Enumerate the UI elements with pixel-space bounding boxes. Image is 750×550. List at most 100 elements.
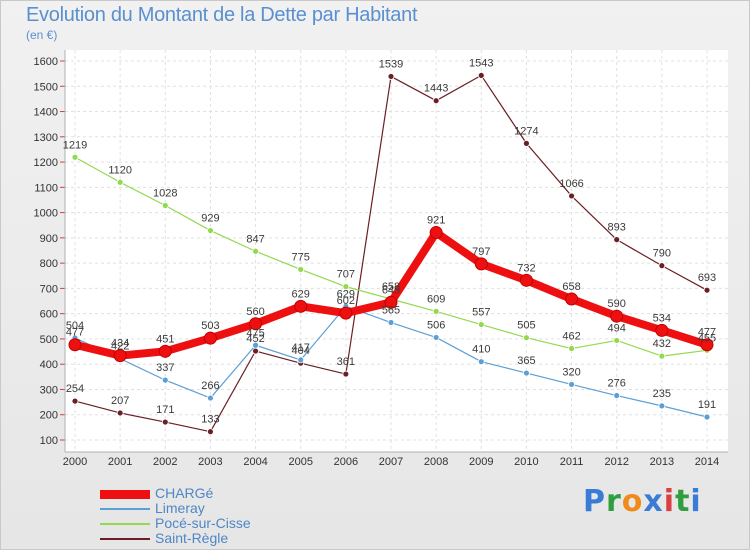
data-label-poce-sur-cisse: 1120 [108,164,132,176]
data-point-saint-regle [477,72,485,79]
data-label-poce-sur-cisse: 1028 [153,188,177,200]
data-label-poce-sur-cisse: 1219 [63,139,87,151]
data-label-poce-sur-cisse: 505 [517,320,535,332]
data-point-limeray [207,394,214,402]
data-label-charge: 797 [472,246,490,258]
data-label-saint-regle: 693 [698,272,716,284]
data-point-limeray [703,413,711,421]
legend-swatch [100,523,150,525]
data-point-limeray [252,341,259,349]
data-label-saint-regle: 893 [608,222,626,234]
brand-letter: r [606,484,622,519]
data-label-limeray: 504 [66,320,84,332]
data-label-charge: 629 [292,288,310,300]
data-point-poce-sur-cisse [523,334,530,342]
data-point-charge [249,317,263,331]
x-tick-label: 2000 [63,456,87,468]
data-label-poce-sur-cisse: 929 [201,213,219,225]
x-tick-label: 2007 [379,456,403,468]
data-label-saint-regle: 1543 [469,57,493,69]
data-point-charge [68,338,82,352]
data-label-saint-regle: 171 [156,404,174,416]
data-label-poce-sur-cisse: 432 [653,338,671,350]
data-label-limeray: 565 [382,305,400,317]
data-label-poce-sur-cisse: 658 [382,281,400,293]
x-tick-label: 2013 [650,456,674,468]
data-point-poce-sur-cisse [207,227,214,234]
data-point-poce-sur-cisse [432,307,440,315]
y-tick-label: 700 [40,283,58,295]
data-point-saint-regle [613,236,621,244]
x-tick-label: 2005 [288,456,312,468]
data-point-charge [294,299,308,313]
x-tick-label: 2006 [334,456,358,468]
data-point-poce-sur-cisse [658,352,666,360]
y-tick-label: 1100 [34,182,58,194]
x-tick-label: 2009 [469,456,493,468]
data-point-charge [203,331,217,345]
data-label-poce-sur-cisse: 609 [427,293,445,305]
x-tick-label: 2001 [108,456,132,468]
data-label-poce-sur-cisse: 707 [337,269,355,281]
x-tick-label: 2002 [153,456,177,468]
data-point-charge [113,349,127,363]
data-label-limeray: 266 [201,380,219,392]
data-point-limeray [477,358,485,366]
plot-area [65,50,728,452]
data-label-saint-regle: 790 [653,248,671,260]
data-point-limeray [161,376,169,384]
data-point-limeray [523,369,530,377]
chart-title: Evolution du Montant de la Dette par Hab… [26,4,418,26]
data-point-saint-regle [703,286,711,294]
data-label-charge: 503 [201,320,219,332]
y-tick-label: 1600 [34,56,58,68]
legend-item: CHARGé [100,485,320,502]
legend-item: Saint-Règle [100,530,320,547]
y-tick-label: 1400 [34,107,58,119]
legend-label: Limeray [155,500,205,516]
y-tick-label: 1000 [34,208,58,220]
data-point-charge [158,344,172,358]
data-point-saint-regle [342,370,350,378]
x-tick-label: 2011 [560,456,584,468]
data-point-poce-sur-cisse [568,345,575,352]
data-label-saint-regle: 1274 [514,125,538,137]
x-tick-label: 2014 [695,456,719,468]
data-label-limeray: 235 [653,388,671,400]
data-point-limeray [658,402,666,410]
chart-subtitle: (en €) [26,28,58,42]
data-point-poce-sur-cisse [477,321,485,328]
data-point-limeray [613,392,621,399]
data-point-poce-sur-cisse [342,283,350,291]
data-point-saint-regle [387,73,395,80]
brand-letter: t [675,484,691,519]
data-label-charge: 477 [66,327,84,339]
data-label-saint-regle: 207 [111,395,129,407]
data-label-limeray: 629 [337,288,355,300]
data-label-poce-sur-cisse: 494 [608,322,626,334]
data-label-charge: 590 [608,298,626,310]
data-label-poce-sur-cisse: 775 [292,251,310,263]
x-tick-label: 2010 [514,456,538,468]
data-label-saint-regle: 1066 [559,178,583,190]
data-label-charge: 534 [653,312,671,324]
y-tick-label: 500 [40,334,58,346]
brand-letter: i [690,484,702,519]
data-point-charge [429,226,443,240]
data-label-limeray: 506 [427,319,445,331]
legend-label: CHARGé [155,485,214,501]
data-point-limeray [297,356,305,364]
data-point-saint-regle [432,97,440,105]
data-point-poce-sur-cisse [613,337,621,344]
data-point-saint-regle [658,262,666,270]
data-point-poce-sur-cisse [252,247,259,255]
brand-logo: Proxiti [583,484,702,519]
x-tick-label: 2003 [198,456,222,468]
data-label-poce-sur-cisse: 462 [562,331,580,343]
data-point-poce-sur-cisse [116,178,124,186]
data-point-charge [384,295,398,309]
legend-label: Pocé-sur-Cisse [155,515,251,531]
data-point-poce-sur-cisse [297,266,305,273]
data-point-limeray [432,334,440,341]
x-tick-label: 2004 [243,456,267,468]
